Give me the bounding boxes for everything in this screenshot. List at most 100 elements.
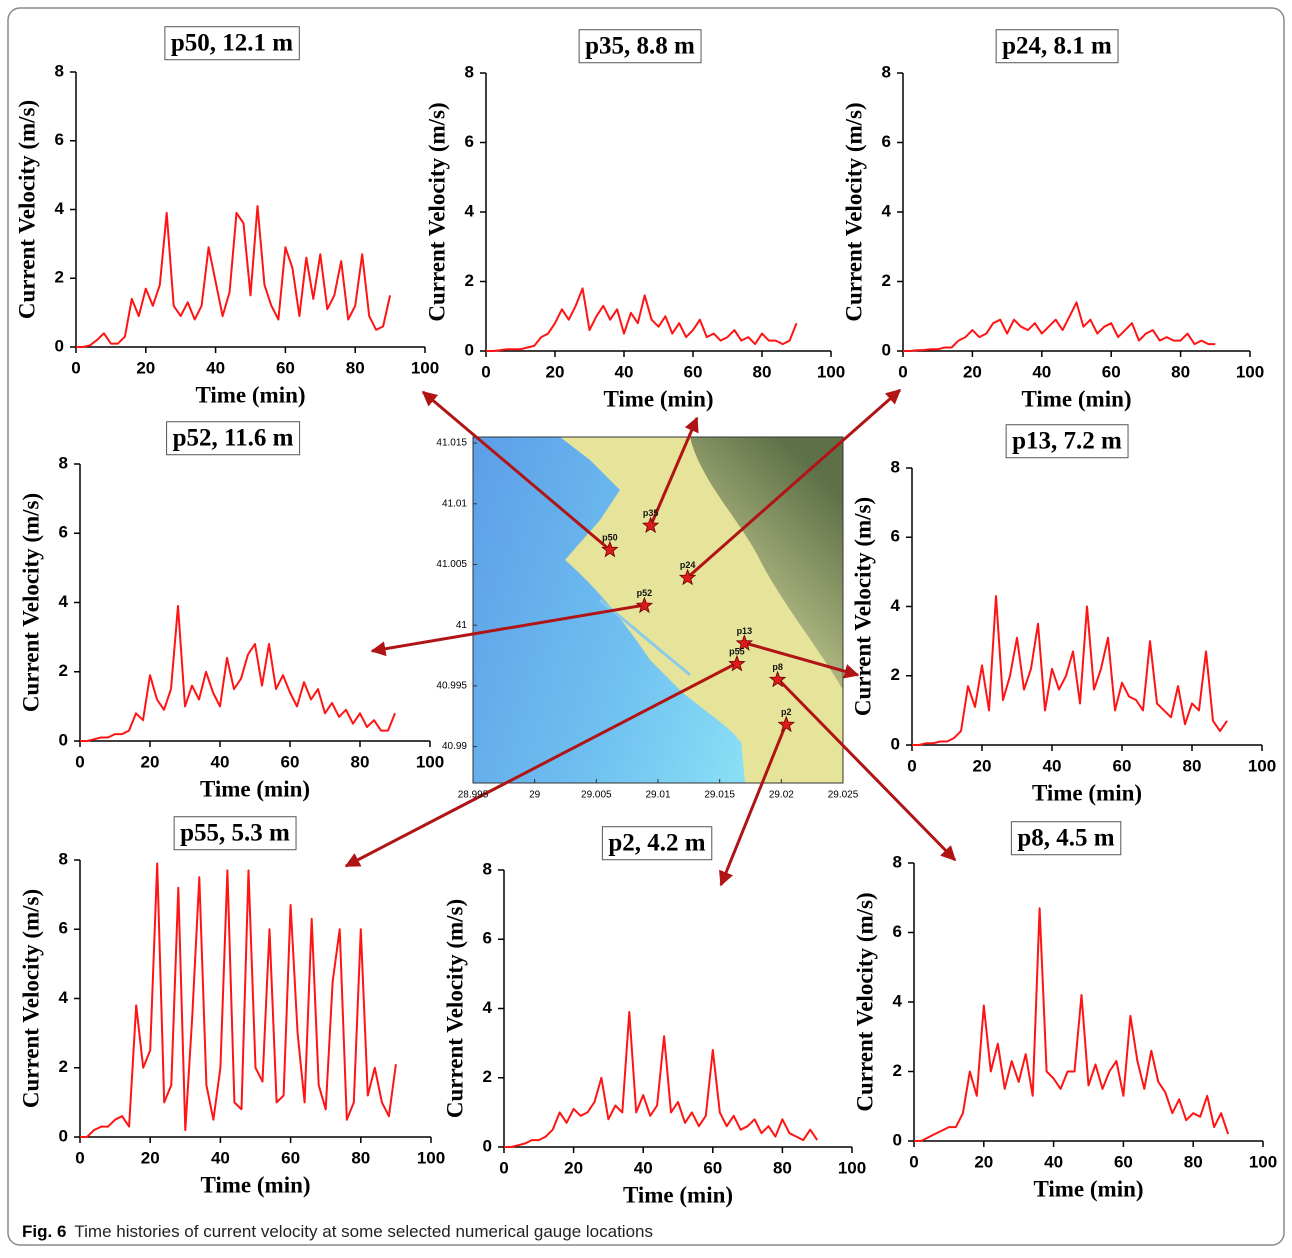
x-tick-label: 80: [1184, 1152, 1203, 1171]
x-axis-title: Time (min): [623, 1182, 733, 1207]
x-tick-label: 20: [141, 1148, 160, 1167]
x-tick-label: 80: [346, 358, 365, 377]
x-tick-label: 0: [75, 752, 84, 771]
chart-title: p24, 8.1 m: [1002, 33, 1112, 60]
x-tick-label: 100: [411, 358, 439, 377]
x-tick-label: 0: [909, 1152, 918, 1171]
x-axis-title: Time (min): [1032, 780, 1142, 805]
y-tick-label: 6: [882, 132, 891, 151]
x-tick-label: 29.015: [704, 790, 735, 801]
y-tick-label: 4: [893, 991, 903, 1010]
x-tick-label: 28.995: [458, 790, 489, 801]
chart-title: p35, 8.8 m: [585, 33, 695, 60]
x-tick-label: 20: [973, 756, 992, 775]
x-tick-label: 40: [206, 358, 225, 377]
x-tick-label: 40: [211, 1148, 230, 1167]
y-tick-label: 4: [891, 596, 901, 615]
x-axis-title: Time (min): [1021, 386, 1131, 411]
x-tick-label: 60: [1114, 1152, 1133, 1171]
y-tick-label: 8: [59, 453, 68, 472]
y-tick-label: 0: [59, 1126, 68, 1145]
y-tick-label: 0: [483, 1136, 492, 1155]
x-tick-label: 20: [974, 1152, 993, 1171]
y-tick-label: 4: [465, 201, 475, 220]
x-axis-title: Time (min): [200, 1172, 310, 1197]
y-tick-label: 4: [483, 998, 493, 1017]
x-axis-title: Time (min): [195, 382, 305, 407]
y-tick-label: 2: [59, 661, 68, 680]
x-tick-label: 40: [1032, 362, 1051, 381]
chart-title: p8, 4.5 m: [1017, 825, 1114, 852]
chart-title: p52, 11.6 m: [173, 425, 294, 452]
x-tick-label: 0: [907, 756, 916, 775]
y-axis-title: Current Velocity (m/s): [18, 493, 43, 712]
x-tick-label: 100: [417, 1148, 445, 1167]
x-axis-title: Time (min): [1033, 1176, 1143, 1201]
y-tick-label: 41.015: [436, 438, 467, 449]
y-axis-title: Current Velocity (m/s): [14, 100, 39, 319]
x-tick-label: 29.005: [581, 790, 612, 801]
caption-label: Fig. 6: [22, 1222, 66, 1241]
y-tick-label: 40.995: [436, 681, 467, 692]
gauge-label: p52: [637, 588, 653, 598]
y-tick-label: 8: [893, 852, 902, 871]
x-tick-label: 80: [1171, 362, 1190, 381]
gauge-label: p35: [643, 508, 659, 518]
x-tick-label: 20: [564, 1158, 583, 1177]
y-tick-label: 6: [55, 130, 64, 149]
y-tick-label: 41.005: [436, 559, 467, 570]
x-tick-label: 60: [1113, 756, 1132, 775]
x-tick-label: 0: [481, 362, 490, 381]
x-tick-label: 0: [898, 362, 907, 381]
y-tick-label: 2: [59, 1057, 68, 1076]
y-tick-label: 0: [55, 336, 64, 355]
x-tick-label: 40: [211, 752, 230, 771]
x-tick-label: 80: [773, 1158, 792, 1177]
y-tick-label: 41.01: [442, 498, 467, 509]
x-tick-label: 100: [1236, 362, 1264, 381]
y-tick-label: 6: [59, 523, 68, 542]
x-tick-label: 0: [75, 1148, 84, 1167]
y-tick-label: 8: [465, 62, 474, 81]
y-tick-label: 8: [483, 859, 492, 878]
x-tick-label: 80: [753, 362, 772, 381]
x-tick-label: 40: [634, 1158, 653, 1177]
x-tick-label: 0: [71, 358, 80, 377]
y-tick-label: 0: [59, 730, 68, 749]
y-tick-label: 8: [891, 457, 900, 476]
x-tick-label: 80: [351, 752, 370, 771]
y-axis-title: Current Velocity (m/s): [850, 497, 875, 716]
x-axis-title: Time (min): [603, 386, 713, 411]
y-tick-label: 0: [882, 340, 891, 359]
y-tick-label: 6: [465, 132, 474, 151]
figure: Fig. 6Time histories of current velocity…: [0, 0, 1292, 1253]
y-tick-label: 4: [59, 592, 69, 611]
x-tick-label: 40: [1044, 1152, 1063, 1171]
y-tick-label: 2: [882, 271, 891, 290]
y-tick-label: 41: [456, 620, 468, 631]
x-tick-label: 100: [838, 1158, 866, 1177]
y-tick-label: 4: [882, 201, 892, 220]
x-tick-label: 40: [1043, 756, 1062, 775]
x-axis-title: Time (min): [200, 776, 310, 801]
x-tick-label: 60: [684, 362, 703, 381]
chart-title: p13, 7.2 m: [1012, 428, 1122, 455]
x-tick-label: 60: [703, 1158, 722, 1177]
gauge-label: p24: [680, 560, 696, 570]
gauge-label: p8: [772, 662, 783, 672]
y-tick-label: 4: [55, 199, 65, 218]
x-tick-label: 0: [499, 1158, 508, 1177]
y-tick-label: 4: [59, 988, 69, 1007]
y-tick-label: 40.99: [442, 741, 467, 752]
x-tick-label: 60: [281, 752, 300, 771]
y-tick-label: 6: [483, 929, 492, 948]
x-tick-label: 40: [615, 362, 634, 381]
gauge-label: p13: [737, 626, 753, 636]
x-tick-label: 100: [416, 752, 444, 771]
y-tick-label: 0: [891, 734, 900, 753]
x-tick-label: 29.025: [828, 790, 859, 801]
y-tick-label: 8: [882, 62, 891, 81]
y-tick-label: 6: [59, 919, 68, 938]
y-axis-title: Current Velocity (m/s): [442, 899, 467, 1118]
